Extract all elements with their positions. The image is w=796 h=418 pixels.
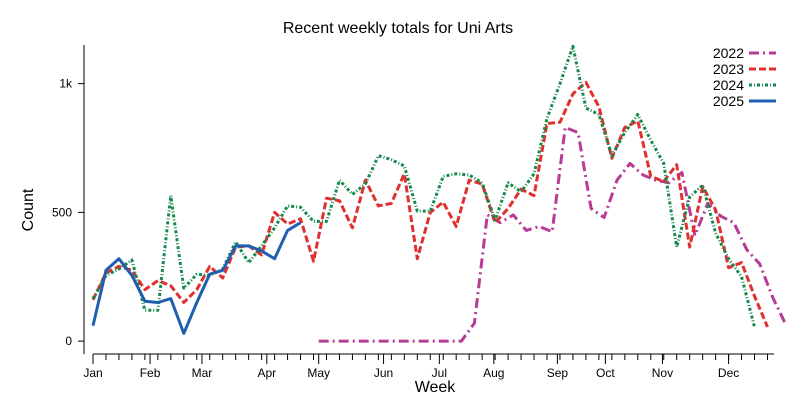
x-ticks: Jan Feb Mar Apr May Jun Jul Aug Sep Oct Nov Dec xyxy=(83,354,769,380)
x-tick-label: Aug xyxy=(483,366,504,380)
legend-label-2024: 2024 xyxy=(713,77,744,93)
y-ticks: 0 500 1k xyxy=(52,77,84,348)
legend-label-2025: 2025 xyxy=(713,93,744,109)
x-tick-label: Feb xyxy=(140,366,161,380)
series-line-2024 xyxy=(91,44,756,328)
x-tick-label: Sep xyxy=(547,366,569,380)
x-axis-label: Week xyxy=(415,379,457,396)
x-tick-label: Dec xyxy=(718,366,739,380)
y-tick-label: 0 xyxy=(65,334,72,348)
series-lines xyxy=(91,44,788,343)
x-tick-label: Jan xyxy=(83,366,102,380)
series-line-2022 xyxy=(318,125,788,343)
x-tick-label: Oct xyxy=(596,366,615,380)
x-tick-label: Nov xyxy=(652,366,673,380)
y-tick-label: 1k xyxy=(59,77,73,91)
legend-label-2022: 2022 xyxy=(713,45,744,61)
x-tick-label: May xyxy=(307,366,330,380)
legend-label-2023: 2023 xyxy=(713,61,744,77)
x-tick-label: Mar xyxy=(192,366,213,380)
x-tick-label: Jun xyxy=(374,366,393,380)
y-tick-label: 500 xyxy=(52,205,72,219)
series-line-2025 xyxy=(91,221,302,335)
x-tick-label: Apr xyxy=(257,366,276,380)
x-tick-label: Jul xyxy=(432,366,447,380)
series-line-2023 xyxy=(91,80,769,328)
y-axis-label: Count xyxy=(20,188,37,231)
chart-title: Recent weekly totals for Uni Arts xyxy=(283,20,513,37)
